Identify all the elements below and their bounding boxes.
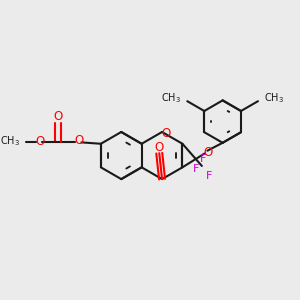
Text: O: O [35,135,44,148]
Text: O: O [161,127,171,140]
Text: O: O [74,134,83,148]
Text: F: F [193,164,199,174]
Text: CH$_3$: CH$_3$ [161,91,181,105]
Text: F: F [206,171,212,181]
Text: CH$_3$: CH$_3$ [1,135,20,148]
Text: O: O [155,141,164,154]
Text: F: F [200,154,206,164]
Text: O: O [204,146,213,159]
Text: O: O [53,110,62,123]
Text: CH$_3$: CH$_3$ [265,91,284,105]
